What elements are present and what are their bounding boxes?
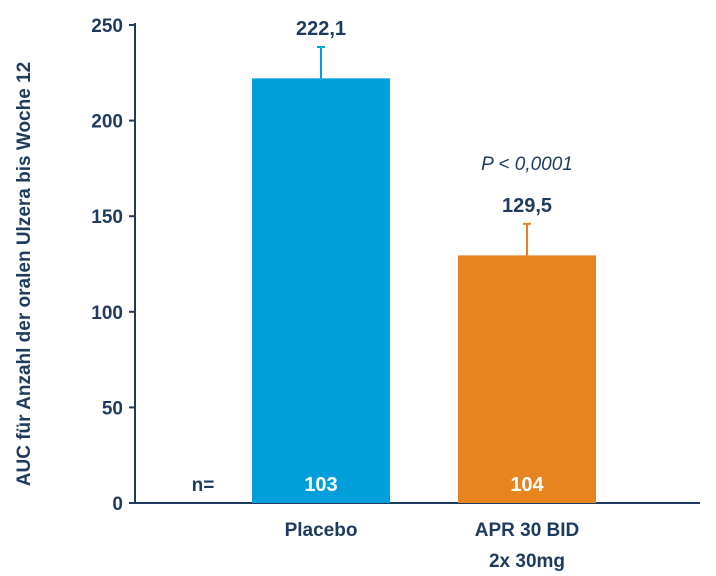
y-tick-label: 250 [91,16,123,37]
p-value-annotation: P < 0,0001 [481,154,573,175]
x-category-label-line2: 2x 30mg [489,551,565,572]
y-tick-label: 200 [91,112,123,133]
y-tick-label: 100 [91,303,123,324]
bar-value-label: 129,5 [502,195,552,217]
y-tick-label: 150 [91,207,123,228]
bar-n-value: 104 [510,474,544,496]
y-axis-label: AUC für Anzahl der oralen Ulzera bis Woc… [14,62,35,486]
bar [252,78,390,504]
n-label: n= [192,475,215,496]
bars: 222,1 103 Placebo 129,5 104 APR 30 BID 2x 30mg [252,18,596,572]
y-tick-label: 0 [112,494,123,515]
bar [458,255,596,503]
x-category-label: APR 30 BID [475,520,580,541]
bar-value-label: 222,1 [296,18,346,40]
x-category-label: Placebo [285,520,358,541]
y-tick-label: 50 [102,398,123,419]
y-axis-ticks: 0 50 100 150 200 250 [91,16,135,515]
bar-n-value: 103 [304,474,337,496]
